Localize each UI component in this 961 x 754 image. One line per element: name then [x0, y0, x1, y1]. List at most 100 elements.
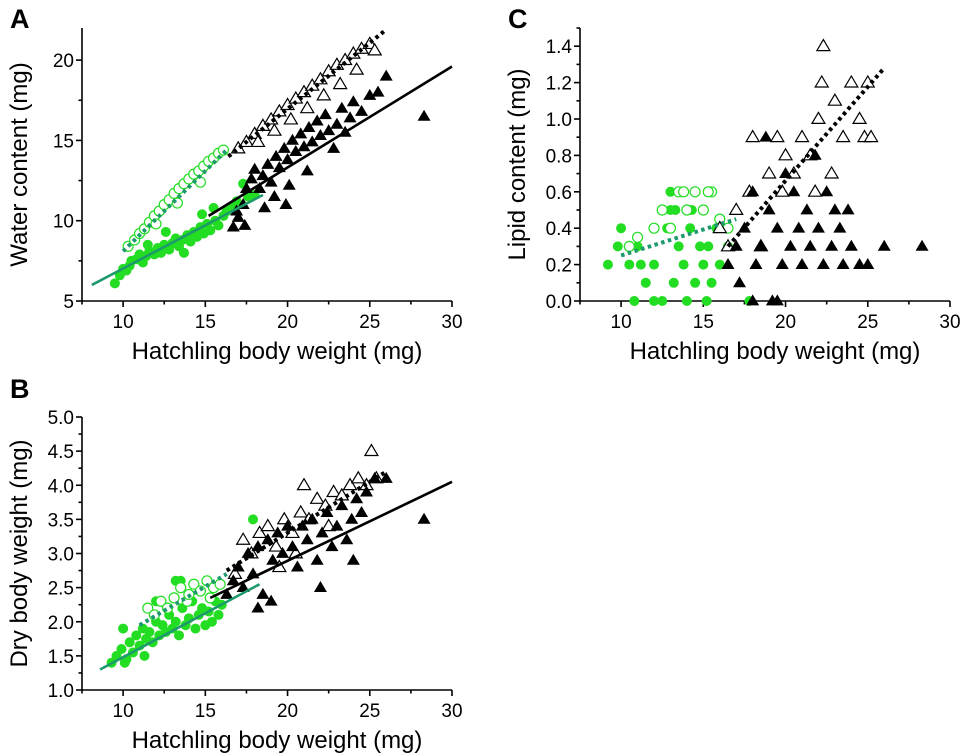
- y-tick-label: 0.2: [546, 256, 572, 277]
- data-point: [816, 258, 830, 269]
- data-point: [168, 592, 180, 604]
- data-point: [175, 582, 187, 594]
- data-point: [749, 258, 763, 269]
- data-point: [623, 240, 635, 252]
- data-point: [320, 505, 334, 517]
- data-point: [284, 525, 301, 539]
- data-point: [160, 226, 171, 237]
- y-tick-label: 1.4: [546, 37, 573, 58]
- data-point: [728, 202, 744, 215]
- data-point: [792, 221, 806, 233]
- data-point: [810, 111, 826, 125]
- data-point: [220, 587, 234, 599]
- data-point: [297, 140, 311, 152]
- data-point: [309, 491, 325, 504]
- x-tick-label: 20: [277, 701, 298, 722]
- data-point: [155, 595, 167, 607]
- x-tick-label: 20: [775, 312, 796, 333]
- data-point: [289, 145, 303, 157]
- data-point: [775, 258, 789, 269]
- data-point: [745, 129, 761, 143]
- data-point: [318, 108, 332, 120]
- data-point: [264, 175, 278, 187]
- data-point: [294, 127, 308, 139]
- y-tick-label: 5: [63, 292, 74, 313]
- data-point: [322, 124, 336, 136]
- data-point: [342, 477, 358, 491]
- fit-line-green-dotted-fit: [121, 148, 229, 253]
- data-point: [325, 540, 339, 552]
- y-axis-label: Water content (mg): [6, 62, 33, 267]
- data-point: [915, 239, 929, 251]
- series-black-open-triangles: [227, 443, 384, 579]
- data-point: [853, 258, 867, 269]
- data-point: [649, 259, 659, 270]
- data-point: [690, 277, 701, 288]
- data-point: [170, 616, 181, 627]
- data-point: [787, 185, 801, 197]
- x-tick-label: 15: [195, 701, 216, 722]
- data-point: [349, 61, 365, 75]
- data-point: [144, 626, 155, 637]
- data-point: [290, 560, 304, 572]
- data-point: [276, 546, 290, 558]
- data-point: [293, 504, 309, 518]
- data-point: [367, 42, 383, 56]
- data-point: [379, 471, 393, 483]
- series-black-filled-triangles: [721, 130, 929, 306]
- panel-label: C: [508, 4, 528, 34]
- data-point: [685, 223, 696, 234]
- data-point: [359, 485, 373, 497]
- data-point: [261, 533, 275, 545]
- data-point: [260, 518, 276, 532]
- data-point: [729, 239, 743, 251]
- x-tick-label: 30: [441, 312, 462, 333]
- data-point: [267, 190, 281, 202]
- data-point: [268, 538, 284, 552]
- data-point: [770, 221, 784, 233]
- data-point: [714, 259, 725, 270]
- data-point: [350, 492, 364, 504]
- data-point: [783, 239, 797, 251]
- data-point: [841, 203, 855, 215]
- data-point: [355, 505, 369, 517]
- x-tick-label: 10: [113, 312, 134, 333]
- y-tick-label: 2.0: [48, 613, 74, 634]
- data-point: [689, 186, 701, 198]
- fit-line-green-dotted-fit: [620, 217, 737, 258]
- data-point: [721, 258, 735, 269]
- data-point: [833, 221, 847, 233]
- data-point: [835, 129, 851, 143]
- data-point: [371, 85, 385, 97]
- x-tick-label: 20: [277, 312, 298, 333]
- data-point: [281, 153, 295, 165]
- data-point: [310, 114, 324, 126]
- data-point: [733, 276, 747, 288]
- data-point: [253, 181, 267, 193]
- data-point: [814, 74, 830, 88]
- y-tick-label: 3.0: [48, 545, 74, 566]
- data-point: [124, 637, 135, 648]
- data-point: [346, 95, 360, 107]
- data-point: [340, 533, 354, 545]
- y-axis-label: Lipid content (mg): [504, 68, 531, 260]
- data-point: [631, 231, 644, 243]
- data-point: [238, 218, 252, 230]
- data-point: [746, 185, 760, 197]
- data-point: [697, 204, 709, 216]
- data-point: [118, 623, 129, 634]
- data-point: [197, 209, 208, 220]
- data-point: [759, 130, 773, 142]
- data-point: [746, 294, 760, 306]
- data-point: [213, 609, 224, 620]
- fit-line-black-dotted-fit: [225, 469, 388, 573]
- y-tick-label: 1.0: [48, 681, 74, 702]
- data-point: [332, 76, 348, 90]
- data-point: [629, 296, 640, 306]
- y-tick-label: 4.0: [48, 476, 74, 497]
- panel-a: A 10 15 20 25 30 5 10 15 20 Hatchling body weight …: [6, 4, 463, 365]
- data-point: [264, 594, 278, 606]
- panel-c: C 10 15 20 25 30 0.0 0.2 0.4 0.6 0.8 1.0 1.2 1.4 Hatch…: [504, 4, 961, 365]
- y-tick-label: 1.5: [48, 647, 74, 668]
